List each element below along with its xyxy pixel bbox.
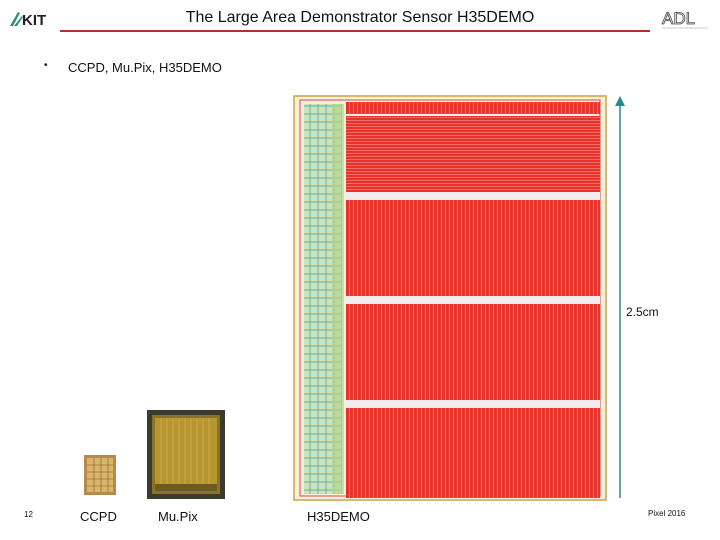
scale-label: 2.5cm	[626, 305, 659, 319]
kit-logo: KIT	[10, 12, 46, 29]
footer-conference: Pixel 2016	[648, 509, 686, 518]
title-rule	[60, 30, 650, 32]
h35demo-layout-image	[293, 95, 607, 501]
caption-mupix: Mu.Pix	[158, 509, 198, 524]
caption-ccpd: CCPD	[80, 509, 117, 524]
adl-logo: ADL	[662, 9, 708, 28]
kit-logo-text: KIT	[22, 12, 46, 29]
bullet-text: CCPD, Mu.Pix, H35DEMO	[68, 60, 222, 75]
page-number: 12	[24, 510, 33, 519]
ccpd-chip-image	[84, 455, 116, 495]
caption-h35demo: H35DEMO	[307, 509, 370, 524]
bullet-marker: •	[44, 60, 48, 71]
mupix-chip-image	[147, 410, 225, 499]
page-title: The Large Area Demonstrator Sensor H35DE…	[185, 9, 535, 26]
scale-arrow	[615, 96, 625, 498]
adl-logo-text: ADL	[662, 9, 695, 28]
